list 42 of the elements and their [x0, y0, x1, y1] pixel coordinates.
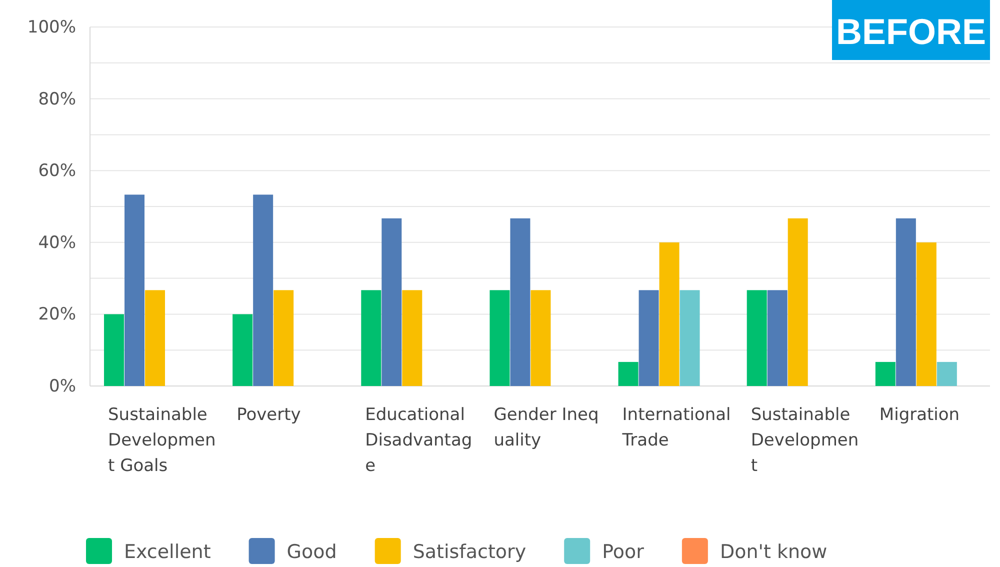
legend-label: Satisfactory: [412, 541, 526, 563]
x-tick-label: Sustainable Development Goals: [108, 405, 216, 476]
y-tick-label: 0%: [49, 376, 76, 396]
bar: [746, 290, 767, 386]
legend-label: Good: [286, 541, 337, 563]
bar: [659, 242, 680, 386]
y-tick-label: 40%: [38, 232, 76, 253]
bar: [490, 290, 510, 386]
bar: [510, 218, 530, 386]
bar: [274, 290, 294, 386]
bar: [680, 290, 700, 386]
y-tick-label: 60%: [38, 161, 76, 182]
bar: [124, 194, 144, 386]
bar: [936, 362, 957, 386]
annotation: BEFORE: [836, 11, 986, 52]
y-tick-label: 20%: [38, 304, 76, 325]
x-tick-label: Migration: [879, 405, 960, 425]
legend-label: Excellent: [124, 541, 211, 563]
bar: [232, 314, 253, 386]
bar: [145, 290, 165, 386]
y-tick-label: 100%: [27, 17, 76, 38]
x-tick-label: Sustainable Development: [750, 405, 859, 476]
bar: [530, 290, 551, 386]
bar: [788, 218, 808, 386]
x-tick-label: Gender Inequality: [494, 405, 599, 450]
x-tick-label: Poverty: [236, 405, 301, 425]
legend-label: Poor: [602, 541, 644, 563]
bar: [875, 362, 896, 386]
bar: [896, 218, 916, 386]
bar: [402, 290, 422, 386]
bar: [767, 290, 788, 386]
bar: [253, 194, 274, 386]
y-tick-label: 80%: [38, 89, 76, 110]
bar: [361, 290, 382, 386]
x-tick-label: Educational Disadvantage: [365, 405, 472, 476]
bar: [618, 362, 638, 386]
x-tick-label: International Trade: [621, 405, 731, 450]
bar: [916, 242, 936, 386]
bar: [382, 218, 402, 386]
legend-label: Don't know: [720, 541, 828, 563]
bar: [104, 314, 124, 386]
bar: [638, 290, 659, 386]
